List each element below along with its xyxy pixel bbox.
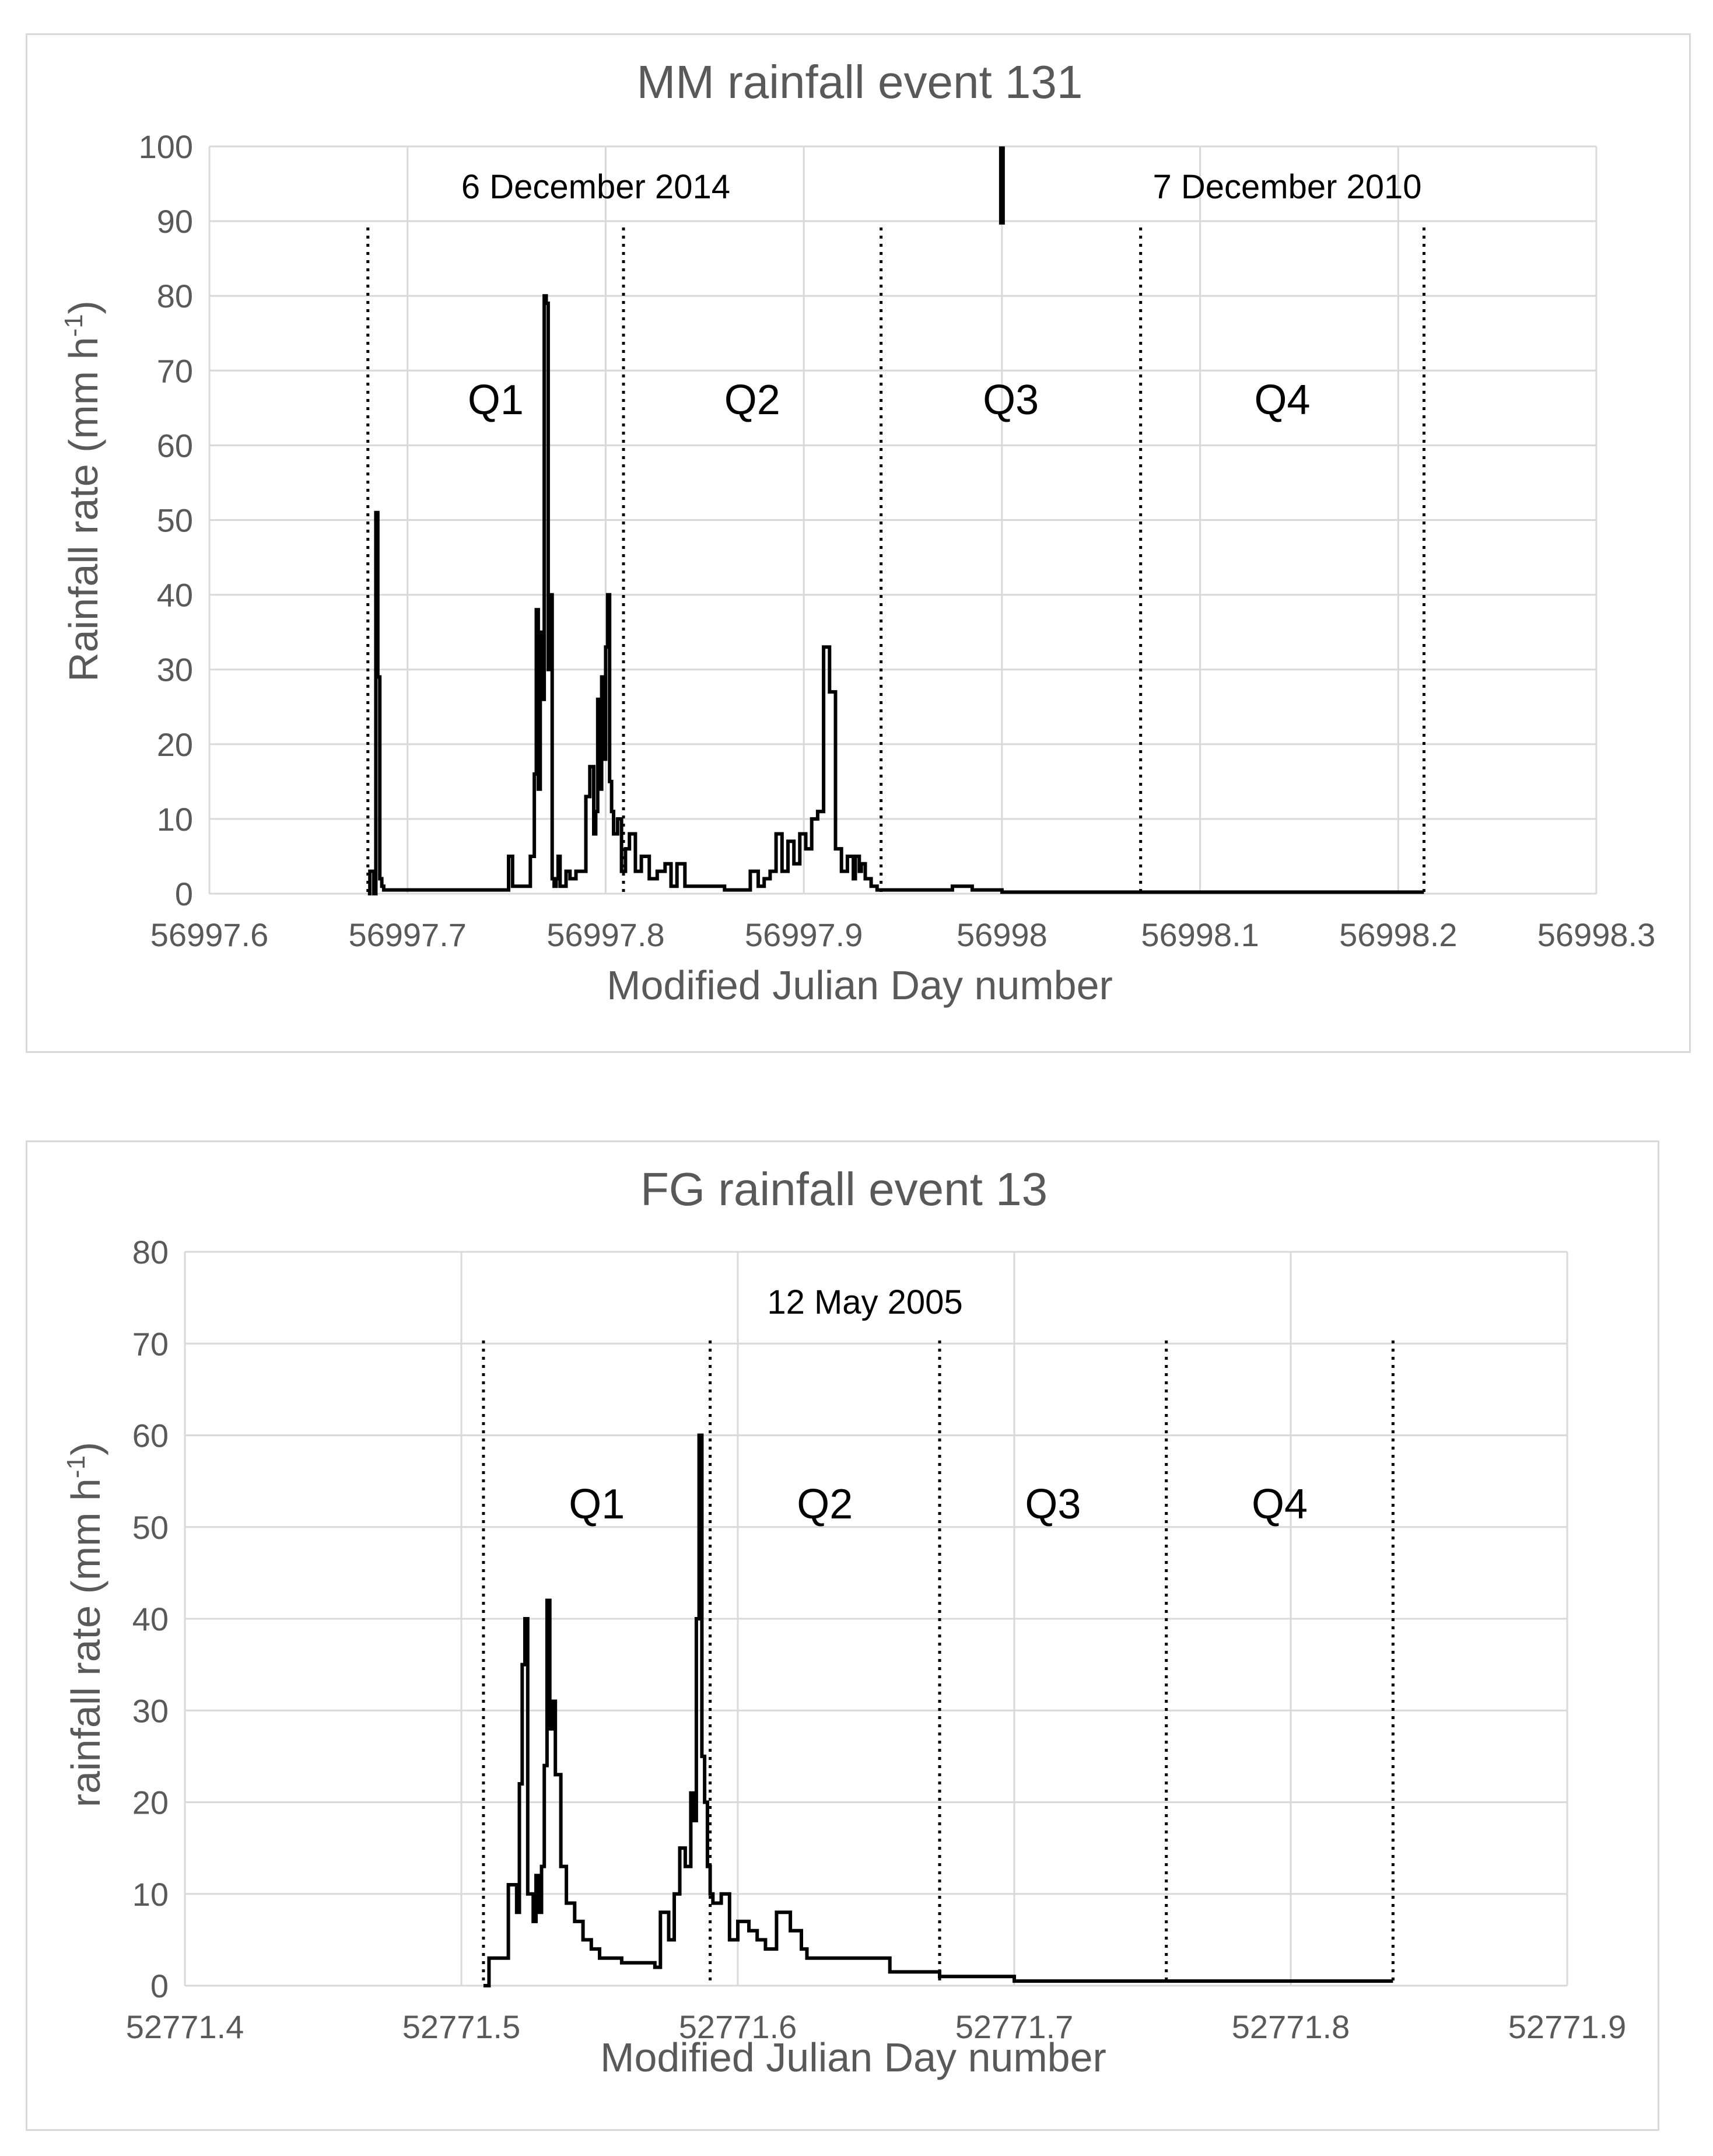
y-tick-label: 10	[157, 801, 193, 838]
quartile-label: Q3	[983, 377, 1039, 424]
x-tick-label: 52771.8	[1232, 2008, 1350, 2045]
chart-mm-event-131: MM rainfall event 131 Q1 Q2 Q3 Q4 6 December…	[59, 56, 1655, 1008]
date-label: 7 December 2010	[1153, 168, 1422, 206]
y-tick-label: 60	[157, 427, 193, 464]
y-tick-label: 10	[132, 1876, 169, 1913]
y-tick-label: 100	[139, 128, 193, 165]
y-tick-label: 50	[157, 502, 193, 539]
y-tick-label: 0	[150, 1968, 169, 2004]
y-axis-label-sup: -1	[59, 314, 88, 337]
chart-fg-event-13: FG rainfall event 13 Q1 Q2 Q3 Q4 12 May 2005…	[62, 1163, 1626, 2080]
quartile-label: Q2	[724, 377, 780, 424]
y-tick-label: 90	[157, 203, 193, 240]
y-tick-label: 70	[157, 352, 193, 389]
quartile-label: Q3	[1025, 1481, 1081, 1528]
y-axis-label: Rainfall rate (mm h-1)	[59, 300, 106, 682]
date-label: 12 May 2005	[767, 1283, 962, 1321]
date-label: 6 December 2014	[461, 168, 730, 206]
y-axis-label-end: )	[61, 300, 106, 314]
y-axis-label-main: rainfall rate (mm h	[63, 1478, 108, 1807]
quartile-label: Q1	[569, 1481, 625, 1528]
y-tick-label: 50	[132, 1509, 169, 1546]
y-tick-label: 60	[132, 1418, 169, 1454]
x-axis-label: Modified Julian Day number	[607, 963, 1113, 1008]
chart-panel-mm-event-131: MM rainfall event 131 Q1 Q2 Q3 Q4 6 December…	[26, 33, 1691, 1053]
rainfall-series-line	[483, 1433, 1393, 1987]
y-tick-label: 40	[157, 577, 193, 614]
y-tick-label: 80	[157, 278, 193, 314]
y-tick-label: 30	[132, 1692, 169, 1729]
x-tick-label: 52771.5	[402, 2008, 520, 2045]
y-axis-label-end: )	[63, 1442, 108, 1455]
y-tick-label: 0	[175, 876, 193, 912]
quartile-label: Q1	[468, 377, 524, 424]
x-tick-label: 56998.1	[1141, 916, 1259, 953]
chart-panel-fg-event-13: FG rainfall event 13 Q1 Q2 Q3 Q4 12 May 2005…	[26, 1140, 1659, 2131]
x-tick-label: 52771.9	[1508, 2008, 1626, 2045]
x-tick-label: 56998.3	[1537, 916, 1655, 953]
x-tick-label: 52771.4	[126, 2008, 244, 2045]
x-tick-label: 56998.2	[1339, 916, 1457, 953]
x-tick-label: 56998	[957, 916, 1048, 953]
chart-title: MM rainfall event 131	[637, 56, 1083, 108]
chart-title: FG rainfall event 13	[640, 1163, 1048, 1215]
rainfall-series-line	[367, 294, 1424, 895]
x-tick-label: 56997.6	[150, 916, 268, 953]
x-tick-label: 56997.8	[547, 916, 664, 953]
quartile-label: Q4	[1255, 377, 1311, 424]
y-axis-label: rainfall rate (mm h-1)	[62, 1442, 108, 1807]
y-tick-label: 70	[132, 1325, 169, 1362]
y-tick-label: 20	[132, 1784, 169, 1821]
y-axis-label-sup: -1	[62, 1455, 90, 1478]
x-tick-label: 56997.7	[348, 916, 466, 953]
y-tick-label: 30	[157, 652, 193, 688]
x-axis-label: Modified Julian Day number	[600, 2035, 1106, 2080]
x-tick-label: 52771.6	[679, 2008, 797, 2045]
y-tick-label: 80	[132, 1234, 169, 1270]
y-tick-label: 20	[157, 726, 193, 763]
y-tick-label: 40	[132, 1601, 169, 1637]
quartile-label: Q4	[1252, 1481, 1308, 1528]
quartile-label: Q2	[797, 1481, 853, 1528]
x-tick-label: 56997.9	[745, 916, 863, 953]
x-tick-label: 52771.7	[955, 2008, 1073, 2045]
y-axis-label-main: Rainfall rate (mm h	[61, 337, 106, 682]
